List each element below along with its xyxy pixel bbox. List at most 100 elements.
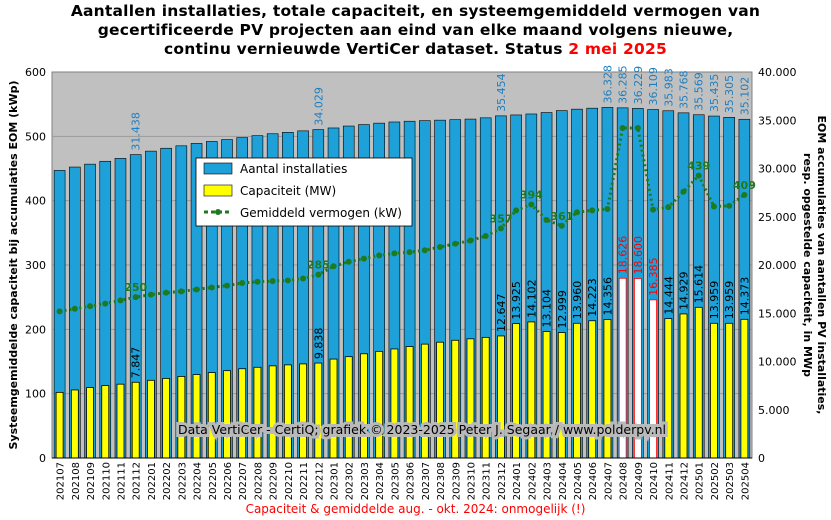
capaciteit-data-label: 13.959 xyxy=(723,281,736,320)
x-tick-label: 202203 xyxy=(177,462,188,500)
legend-marker-gemiddeld xyxy=(215,209,221,215)
capaciteit-bar xyxy=(390,348,399,459)
capaciteit-bar xyxy=(253,366,262,459)
installaties-data-label: 35.305 xyxy=(723,75,736,114)
y2-tick-label: 0 xyxy=(758,452,765,465)
x-tick-label: 202110 xyxy=(101,462,112,500)
capaciteit-data-label: 13.104 xyxy=(541,289,554,328)
installaties-data-label: 35.102 xyxy=(738,77,751,116)
x-tick-label: 202202 xyxy=(162,462,173,500)
y2-axis-label-line-1: EOM accumulaties van aantallen PV instal… xyxy=(815,116,828,415)
y2-tick-label: 35.000 xyxy=(758,114,797,127)
gemiddeld-data-label: 394 xyxy=(520,189,543,202)
gemiddeld-point xyxy=(619,124,626,131)
y-axis-label: Systeemgemiddelde capaciteit bij accumul… xyxy=(7,80,20,449)
y2-tick-label: 30.000 xyxy=(758,163,797,176)
capaciteit-data-label: 18.600 xyxy=(632,236,645,275)
installaties-data-label: 35.435 xyxy=(708,74,721,113)
capaciteit-bar xyxy=(162,377,171,459)
x-tick-label: 202410 xyxy=(649,462,660,500)
x-tick-label: 202412 xyxy=(680,462,691,500)
capaciteit-bar xyxy=(70,389,79,459)
capaciteit-bar xyxy=(101,385,110,459)
installaties-data-label: 36.109 xyxy=(647,67,660,106)
x-tick-label: 202406 xyxy=(588,462,599,500)
installaties-data-label: 31.438 xyxy=(130,112,143,151)
gemiddeld-data-label: 357 xyxy=(489,212,512,225)
legend-label-installaties: Aantal installaties xyxy=(240,162,347,176)
gemiddeld-point xyxy=(665,204,672,211)
x-tick-label: 202411 xyxy=(664,462,675,500)
x-tick-label: 202308 xyxy=(436,462,447,500)
capaciteit-bar xyxy=(740,318,749,459)
gemiddeld-point xyxy=(710,203,717,210)
gemiddeld-point xyxy=(239,280,246,287)
title-line-3: continu vernieuwde VertiCer dataset. Sta… xyxy=(0,40,831,59)
capaciteit-bar xyxy=(177,376,186,459)
x-tick-label: 202312 xyxy=(497,462,508,500)
installaties-data-label: 35.983 xyxy=(662,68,675,107)
y-tick-label: 600 xyxy=(25,66,46,79)
x-tick-label: 202301 xyxy=(330,462,341,500)
capaciteit-data-label: 14.356 xyxy=(601,277,614,316)
title-line-3-prefix: continu vernieuwde VertiCer dataset. Sta… xyxy=(164,40,569,58)
capaciteit-bar xyxy=(466,338,475,459)
footnote: Capaciteit & gemiddelde aug. - okt. 2024… xyxy=(245,502,586,516)
capaciteit-data-label: 14.929 xyxy=(678,271,691,310)
installaties-data-label: 36.328 xyxy=(601,65,614,104)
gemiddeld-data-label: 439 xyxy=(687,160,710,173)
gemiddeld-data-label: 250 xyxy=(124,281,147,294)
gemiddeld-point xyxy=(406,249,413,256)
x-tick-label: 202302 xyxy=(345,462,356,500)
installaties-data-label: 34.029 xyxy=(312,87,325,126)
capaciteit-data-label: 15.614 xyxy=(693,265,706,304)
x-tick-label: 202311 xyxy=(482,462,493,500)
gemiddeld-data-label: 409 xyxy=(733,179,756,192)
gemiddeld-point xyxy=(330,263,337,270)
x-tick-label: 202304 xyxy=(375,462,386,500)
gemiddeld-point xyxy=(178,288,185,295)
capaciteit-bar xyxy=(512,323,521,459)
capaciteit-data-label: 12.647 xyxy=(495,293,508,332)
capaciteit-bar xyxy=(283,364,292,459)
gemiddeld-point xyxy=(634,124,641,131)
x-tick-label: 202108 xyxy=(71,462,82,500)
capaciteit-bar xyxy=(710,322,718,459)
gemiddeld-point xyxy=(558,222,565,229)
x-tick-label: 202201 xyxy=(147,462,158,500)
capaciteit-bar xyxy=(238,368,247,459)
gemiddeld-point xyxy=(467,237,474,244)
capaciteit-data-label: 14.102 xyxy=(525,279,538,318)
y-tick-label: 0 xyxy=(39,452,46,465)
gemiddeld-point xyxy=(147,291,154,298)
legend-swatch-installaties xyxy=(203,162,233,175)
capaciteit-bar xyxy=(527,321,536,459)
x-tick-label: 202212 xyxy=(314,462,325,500)
x-tick-label: 202502 xyxy=(710,462,721,500)
x-tick-label: 202109 xyxy=(86,462,97,500)
x-tick-label: 202305 xyxy=(390,462,401,500)
gemiddeld-point xyxy=(269,278,276,285)
capaciteit-bar xyxy=(725,322,734,459)
gemiddeld-point xyxy=(254,278,261,285)
x-tick-label: 202504 xyxy=(740,462,751,500)
x-tick-label: 202503 xyxy=(725,462,736,500)
y2-tick-label: 25.000 xyxy=(758,211,797,224)
gemiddeld-point xyxy=(56,308,63,315)
y-tick-label: 200 xyxy=(25,323,46,336)
gemiddeld-point xyxy=(574,209,580,216)
capaciteit-bar xyxy=(603,319,612,459)
gemiddeld-point xyxy=(543,216,550,223)
y2-tick-label: 15.000 xyxy=(758,307,797,320)
gemiddeld-point xyxy=(71,305,78,312)
watermark: Data VertiCer - CertiQ; grafiek © 2023-2… xyxy=(178,422,666,437)
capaciteit-bar xyxy=(573,322,581,459)
gemiddeld-point xyxy=(208,284,215,291)
x-tick-label: 202405 xyxy=(573,462,584,500)
gemiddeld-point xyxy=(376,252,383,259)
capaciteit-bar xyxy=(268,365,277,459)
gemiddeld-point xyxy=(528,201,535,208)
capaciteit-bar xyxy=(436,341,444,459)
gemiddeld-point xyxy=(224,282,230,289)
